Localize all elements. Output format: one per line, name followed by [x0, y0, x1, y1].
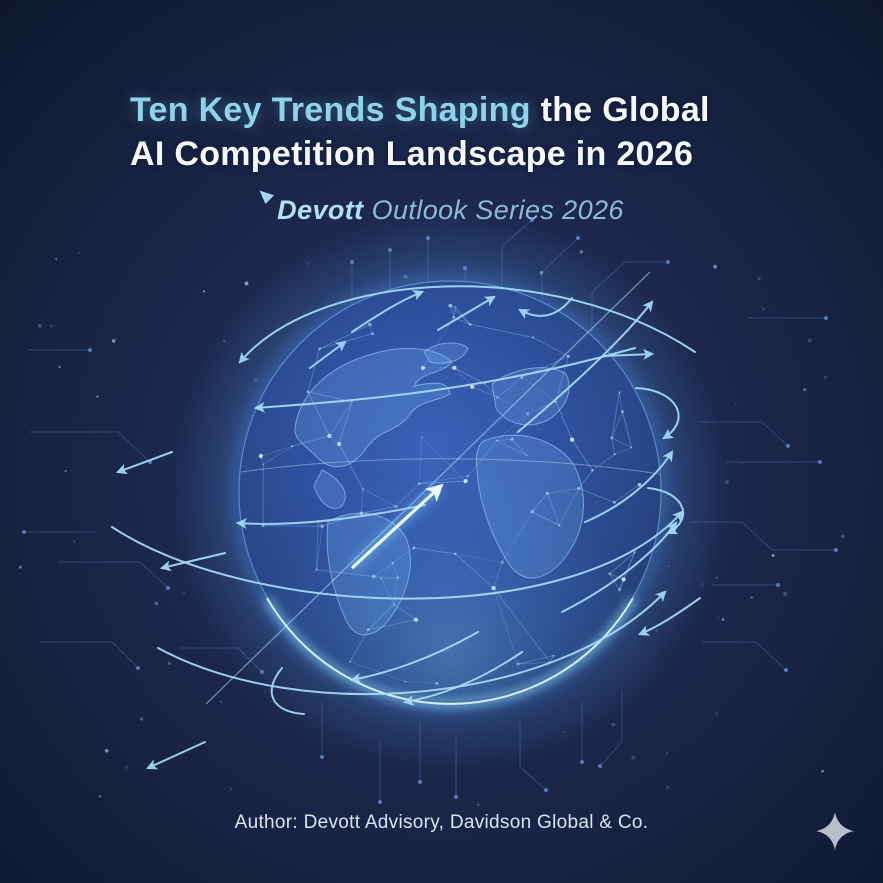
- sparkle-icon: [816, 812, 854, 850]
- brand-name: Devott: [277, 195, 364, 225]
- continent-greenland: [423, 342, 469, 364]
- continents: [260, 342, 640, 701]
- author-line: Author: Devott Advisory, Davidson Global…: [234, 812, 649, 833]
- subtitle: Devott Outlook Series 2026: [0, 190, 883, 226]
- rim-highlight: [266, 597, 634, 705]
- center-arrow: [350, 483, 444, 570]
- devott-logo-icon: [259, 190, 275, 204]
- subtitle-series-text: Outlook Series 2026: [371, 195, 624, 225]
- title-highlight-text: Ten Key Trends Shaping: [130, 91, 531, 129]
- continent-europe: [491, 367, 570, 426]
- continent-north-america: [294, 347, 453, 468]
- globe-bottom-light: [260, 462, 640, 701]
- orbit-arrows: [111, 285, 701, 770]
- title-rest-text: the Global: [530, 91, 710, 129]
- title-block: Ten Key Trends Shaping the Global AI Comp…: [130, 88, 790, 176]
- page-title: Ten Key Trends Shaping the Global AI Comp…: [130, 88, 790, 176]
- title-line2-text: AI Competition Landscape in 2026: [130, 135, 694, 173]
- equator-line: [240, 458, 660, 475]
